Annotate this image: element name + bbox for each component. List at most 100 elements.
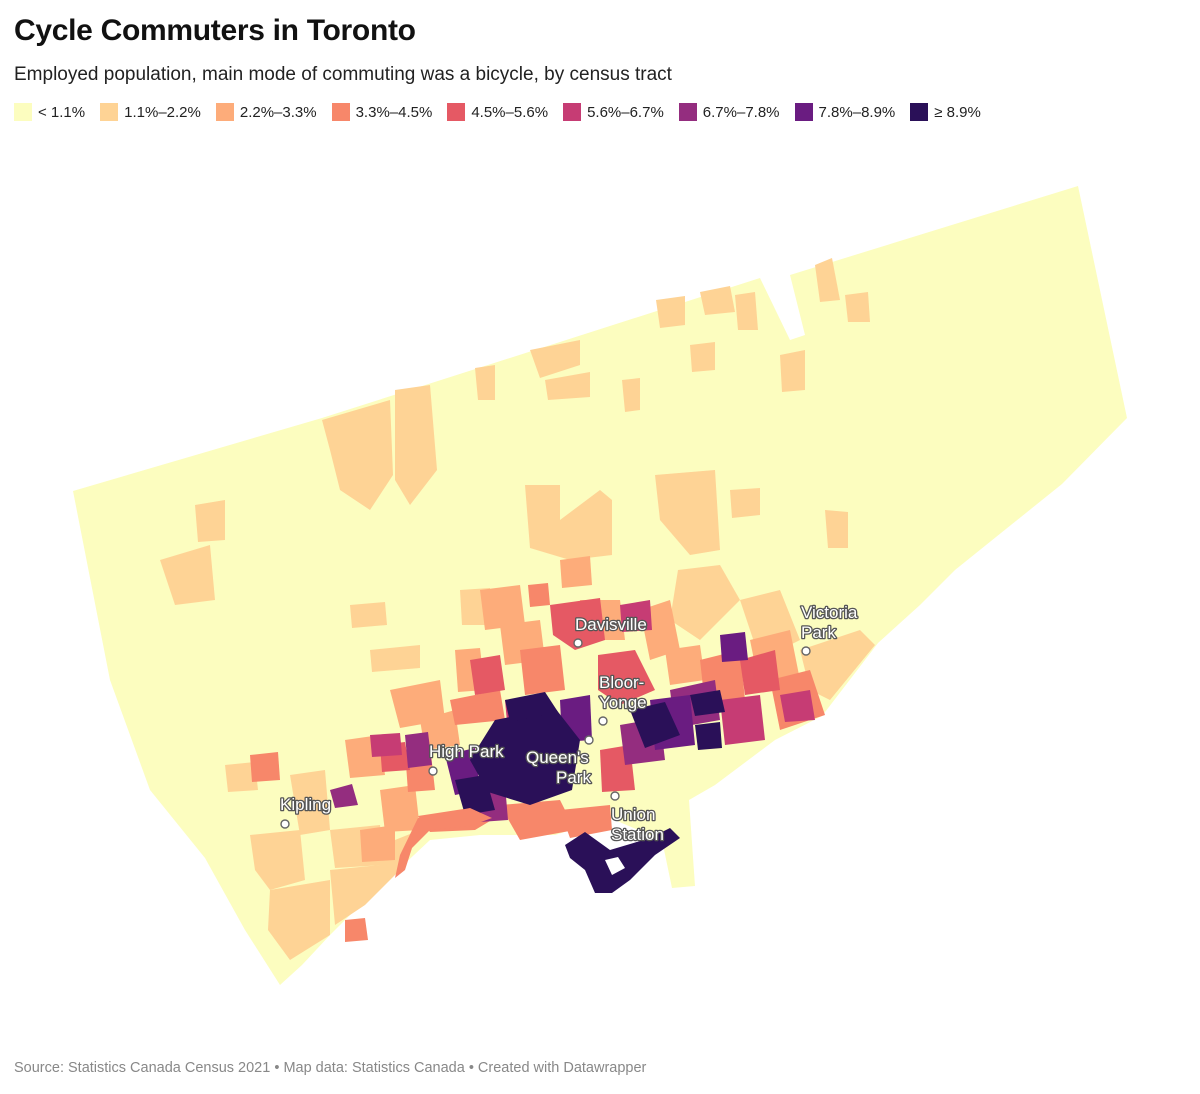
- label-bloor-yonge: Bloor-Yonge: [599, 673, 647, 712]
- label-kipling: Kipling: [280, 795, 331, 814]
- legend-item: 2.2%–3.3%: [215, 103, 317, 121]
- marker-high-park: [428, 766, 438, 776]
- legend-swatch: [910, 103, 929, 121]
- tract: [622, 378, 640, 412]
- tract-group-elevated: [380, 598, 780, 792]
- tract-group-low-moderate: [160, 258, 875, 960]
- legend-label: < 1.1%: [38, 103, 86, 121]
- tract: [550, 598, 605, 650]
- tract: [845, 292, 870, 322]
- tract: [450, 690, 505, 725]
- tract: [670, 565, 740, 640]
- tract: [350, 602, 387, 628]
- tract: [480, 585, 525, 630]
- legend-item: 1.1%–2.2%: [100, 103, 201, 121]
- legend-label: 3.3%–4.5%: [355, 103, 433, 121]
- legend-label: ≥ 8.9%: [934, 103, 981, 121]
- tract: [225, 762, 258, 792]
- tract: [780, 350, 805, 392]
- tract: [290, 770, 330, 835]
- tract: [815, 258, 840, 302]
- tract: [345, 918, 368, 942]
- tract: [730, 488, 760, 518]
- tract: [620, 600, 652, 632]
- shoreline-strip: [395, 808, 492, 878]
- label-union-station: Union Station: [611, 805, 664, 844]
- tract: [370, 733, 402, 757]
- tract: [598, 650, 655, 705]
- tract: [700, 286, 735, 315]
- legend-label: 1.1%–2.2%: [124, 103, 201, 121]
- marker-victoria-park: [801, 646, 811, 656]
- tract: [322, 400, 393, 510]
- tract: [545, 372, 590, 400]
- toronto-choropleth-map: Davisville Victoria Park Bloor-Yonge High…: [73, 186, 1127, 985]
- legend-item: 5.6%–6.7%: [563, 103, 664, 121]
- tract: [370, 645, 420, 672]
- label-davisville: Davisville: [575, 615, 647, 634]
- legend-item: 6.7%–7.8%: [678, 103, 780, 121]
- legend-item: 3.3%–4.5%: [331, 103, 433, 121]
- label-queens-park: Queen's Park: [526, 748, 591, 787]
- legend-label: 7.8%–8.9%: [818, 103, 896, 121]
- tract: [560, 556, 592, 588]
- tract: [800, 630, 875, 700]
- tract: [665, 645, 705, 685]
- tract: [780, 690, 815, 722]
- legend-item: ≥ 8.9%: [910, 103, 981, 121]
- tract: [395, 385, 437, 505]
- tract: [655, 470, 720, 555]
- tract: [690, 342, 715, 372]
- tract: [195, 500, 225, 542]
- tract: [390, 680, 445, 728]
- tract: [160, 545, 215, 605]
- legend-swatch: [14, 103, 32, 121]
- source-note: Source: Statistics Canada Census 2021 • …: [14, 1060, 647, 1076]
- tract: [380, 785, 420, 832]
- tract: [505, 692, 558, 722]
- marker-davisville: [573, 638, 583, 648]
- color-legend: < 1.1% 1.1%–2.2% 2.2%–3.3% 3.3%–4.5% 4.5…: [14, 103, 996, 121]
- legend-swatch: [100, 103, 119, 121]
- marker-union-station: [610, 791, 620, 801]
- marker-queens-park: [584, 735, 594, 745]
- legend-swatch: [215, 103, 234, 121]
- label-victoria-park: Victoria Park: [801, 603, 858, 642]
- tract: [470, 655, 505, 695]
- marker-bloor-yonge: [598, 716, 608, 726]
- legend-swatch: [794, 103, 813, 121]
- tract: [530, 340, 580, 378]
- chart-subtitle: Employed population, main mode of commut…: [14, 64, 672, 85]
- tract: [330, 784, 358, 808]
- tract: [405, 732, 432, 768]
- legend-swatch: [678, 103, 697, 121]
- tract: [528, 583, 550, 607]
- place-markers: [280, 638, 811, 829]
- tract: [268, 880, 330, 960]
- tract: [455, 775, 495, 815]
- chart-title: Cycle Commuters in Toronto: [14, 14, 416, 47]
- place-labels: Davisville Victoria Park Bloor-Yonge High…: [279, 602, 860, 846]
- legend-item: 7.8%–8.9%: [794, 103, 896, 121]
- legend-swatch: [563, 103, 582, 121]
- tract: [330, 830, 420, 925]
- tract: [250, 752, 280, 782]
- tract: [360, 825, 395, 862]
- tract: [500, 800, 575, 840]
- tract: [525, 485, 612, 560]
- tract: [656, 296, 685, 328]
- tract: [825, 510, 848, 548]
- label-high-park: High Park: [429, 742, 504, 761]
- tract: [250, 830, 305, 890]
- legend-label: 5.6%–6.7%: [587, 103, 664, 121]
- legend-label: 4.5%–5.6%: [471, 103, 549, 121]
- legend-item: < 1.1%: [14, 103, 85, 121]
- legend-item: 4.5%–5.6%: [447, 103, 548, 121]
- tract: [720, 632, 748, 662]
- legend-swatch: [331, 103, 350, 121]
- tract: [735, 292, 758, 330]
- tract: [690, 690, 725, 716]
- legend-swatch: [447, 103, 466, 121]
- tract-group-highest: [455, 690, 725, 893]
- legend-label: 2.2%–3.3%: [239, 103, 317, 121]
